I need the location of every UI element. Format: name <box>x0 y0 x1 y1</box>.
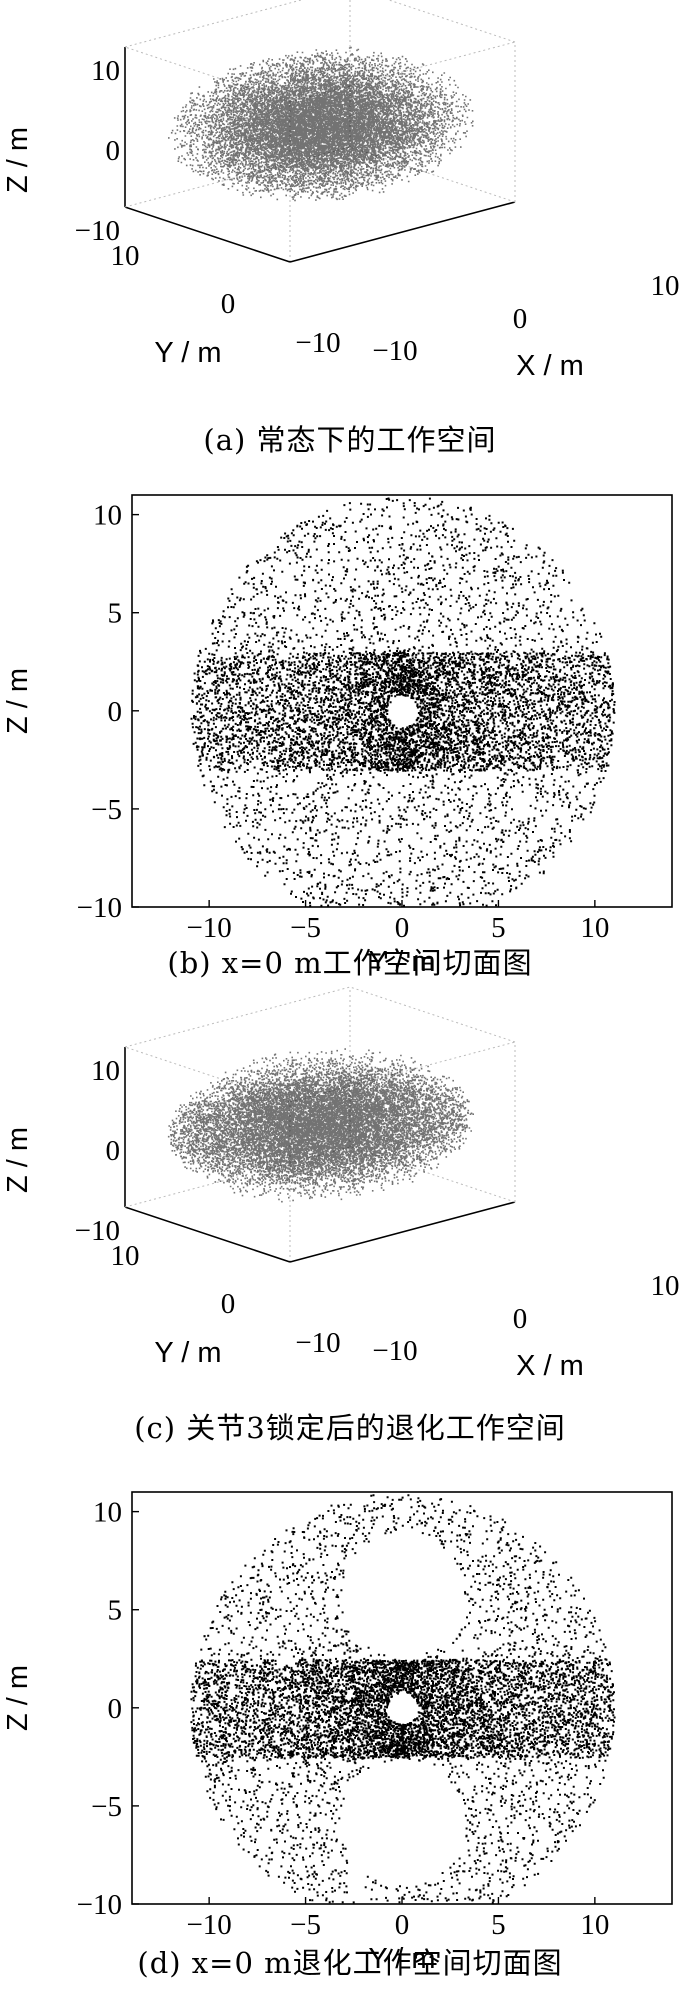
chart-d-x-tick-label: 0 <box>395 1909 410 1941</box>
chart-b-x-tick-label: −10 <box>186 912 231 944</box>
box-edge <box>349 146 516 203</box>
chart-b-y-tick-label: −10 <box>77 892 122 924</box>
panel-a: 10 0 −10 Z / m 10 0 −10 Y / m −10 0 10 X… <box>0 0 700 457</box>
box-edge <box>124 1046 291 1103</box>
chart-a-z-label: Z / m <box>2 127 34 193</box>
point-cloud <box>167 1048 474 1203</box>
chart-b-slice: −10 −5 0 5 10 10 5 0 −5 −10 Y / m Z / m <box>2 494 673 978</box>
chart-d-points <box>190 1494 616 1904</box>
chart-d-y-tick-label: 5 <box>108 1595 123 1627</box>
chart-c-x-tick-0: 0 <box>513 1303 528 1335</box>
chart-d-slice: −10 −5 0 5 10 10 5 0 −5 −10 Y / m Z / m <box>2 1491 673 1975</box>
chart-c-x-tick-10: 10 <box>651 1270 680 1302</box>
caption-b: (b) x=0 m工作空间切面图 <box>167 946 533 980</box>
chart-d-x-axis-label: Y / m <box>368 1943 435 1975</box>
chart-d-x-tick-label: 5 <box>491 1909 506 1941</box>
chart-c-z-tick-bottom: −10 <box>75 1215 120 1247</box>
chart-c-z-tick-mid: 0 <box>106 1135 121 1167</box>
chart-c-y-tick-m10: −10 <box>295 1327 340 1359</box>
box-edge <box>289 201 516 263</box>
chart-a-y-label: Y / m <box>154 337 221 369</box>
chart-b-y-tick-label: 10 <box>93 500 122 532</box>
chart-d-y-tick-label: 0 <box>108 1693 123 1725</box>
box-edge <box>124 146 351 208</box>
chart-d-x-tick-label: −5 <box>290 1909 321 1941</box>
box-edge <box>349 1146 516 1203</box>
chart-b-x-tick-label: 0 <box>395 912 410 944</box>
chart-b-x-tick-label: 5 <box>491 912 506 944</box>
chart-a-3d-workspace: 10 0 −10 Z / m 10 0 −10 Y / m −10 0 10 X… <box>2 0 680 382</box>
chart-c-y-tick-10: 10 <box>111 1240 140 1272</box>
chart-b-x-tick-label: 10 <box>580 912 609 944</box>
chart-a-y-tick-10: 10 <box>111 240 140 272</box>
chart-b-x-axis-label: Y / m <box>368 946 435 978</box>
chart-a-x-tick-10: 10 <box>651 270 680 302</box>
chart-a-x-tick-0: 0 <box>513 303 528 335</box>
caption-c: (c) 关节3锁定后的退化工作空间 <box>134 1411 566 1445</box>
chart-d-y-tick-label: 10 <box>93 1497 122 1529</box>
chart-d-x-tick-label: −10 <box>186 1909 231 1941</box>
chart-b-plot-frame <box>131 494 673 908</box>
chart-c-z-tick-top: 10 <box>91 1055 120 1087</box>
panel-d: −10 −5 0 5 10 10 5 0 −5 −10 Y / m Z / m (d) x=0 m退化… <box>0 1482 700 1993</box>
chart-a-x-tick-m10: −10 <box>372 335 417 367</box>
chart-d-x-tick-label: 10 <box>580 1909 609 1941</box>
box-edge <box>289 41 516 103</box>
box-edge <box>124 1146 351 1208</box>
box-edge <box>124 206 291 263</box>
box-edge <box>124 986 351 1048</box>
chart-c-x-label: X / m <box>516 1350 584 1382</box>
chart-a-z-tick-mid: 0 <box>106 135 121 167</box>
chart-d-y-tick-label: −10 <box>77 1889 122 1921</box>
chart-b-y-axis-label: Z / m <box>2 668 34 734</box>
chart-b-y-tick-label: 5 <box>108 598 123 630</box>
chart-c-box <box>124 986 516 1263</box>
box-edge <box>349 986 516 1043</box>
box-edge <box>289 1041 516 1103</box>
chart-b-y-tick-label: 0 <box>108 696 123 728</box>
panel-b: −10 −5 0 5 10 10 5 0 −5 −10 Y / m Z / m (b) x=0 m工作… <box>0 485 700 985</box>
chart-a-box <box>124 0 516 263</box>
chart-c-z-label: Z / m <box>2 1127 34 1193</box>
chart-a-z-tick-top: 10 <box>91 55 120 87</box>
chart-a-x-label: X / m <box>516 350 584 382</box>
chart-c-3d-workspace: 10 0 −10 Z / m 10 0 −10 Y / m −10 0 10 X… <box>2 986 680 1382</box>
chart-d-y-tick-label: −5 <box>91 1791 122 1823</box>
box-edge <box>124 1206 291 1263</box>
box-edge <box>124 0 304 48</box>
chart-d-y-axis-label: Z / m <box>2 1665 34 1731</box>
box-edge <box>387 0 516 43</box>
panel-c: 10 0 −10 Z / m 10 0 −10 Y / m −10 0 10 X… <box>0 986 700 1455</box>
chart-a-cloud <box>168 46 474 202</box>
chart-c-x-tick-m10: −10 <box>372 1335 417 1367</box>
chart-b-y-tick-label: −5 <box>91 794 122 826</box>
chart-c-cloud <box>167 1048 474 1203</box>
chart-b-points <box>190 497 616 907</box>
chart-a-z-tick-bottom: −10 <box>75 215 120 247</box>
box-edge <box>289 1201 516 1263</box>
point-cloud <box>168 46 474 202</box>
chart-d-plot-frame <box>131 1491 673 1905</box>
chart-a-y-tick-m10: −10 <box>295 327 340 359</box>
box-edge <box>124 46 291 103</box>
chart-b-x-tick-label: −5 <box>290 912 321 944</box>
chart-c-y-label: Y / m <box>154 1337 221 1369</box>
chart-c-y-tick-0: 0 <box>221 1288 236 1320</box>
caption-d: (d) x=0 m退化工作空间切面图 <box>137 1946 563 1980</box>
chart-a-y-tick-0: 0 <box>221 288 236 320</box>
caption-a: (a) 常态下的工作空间 <box>203 423 497 457</box>
